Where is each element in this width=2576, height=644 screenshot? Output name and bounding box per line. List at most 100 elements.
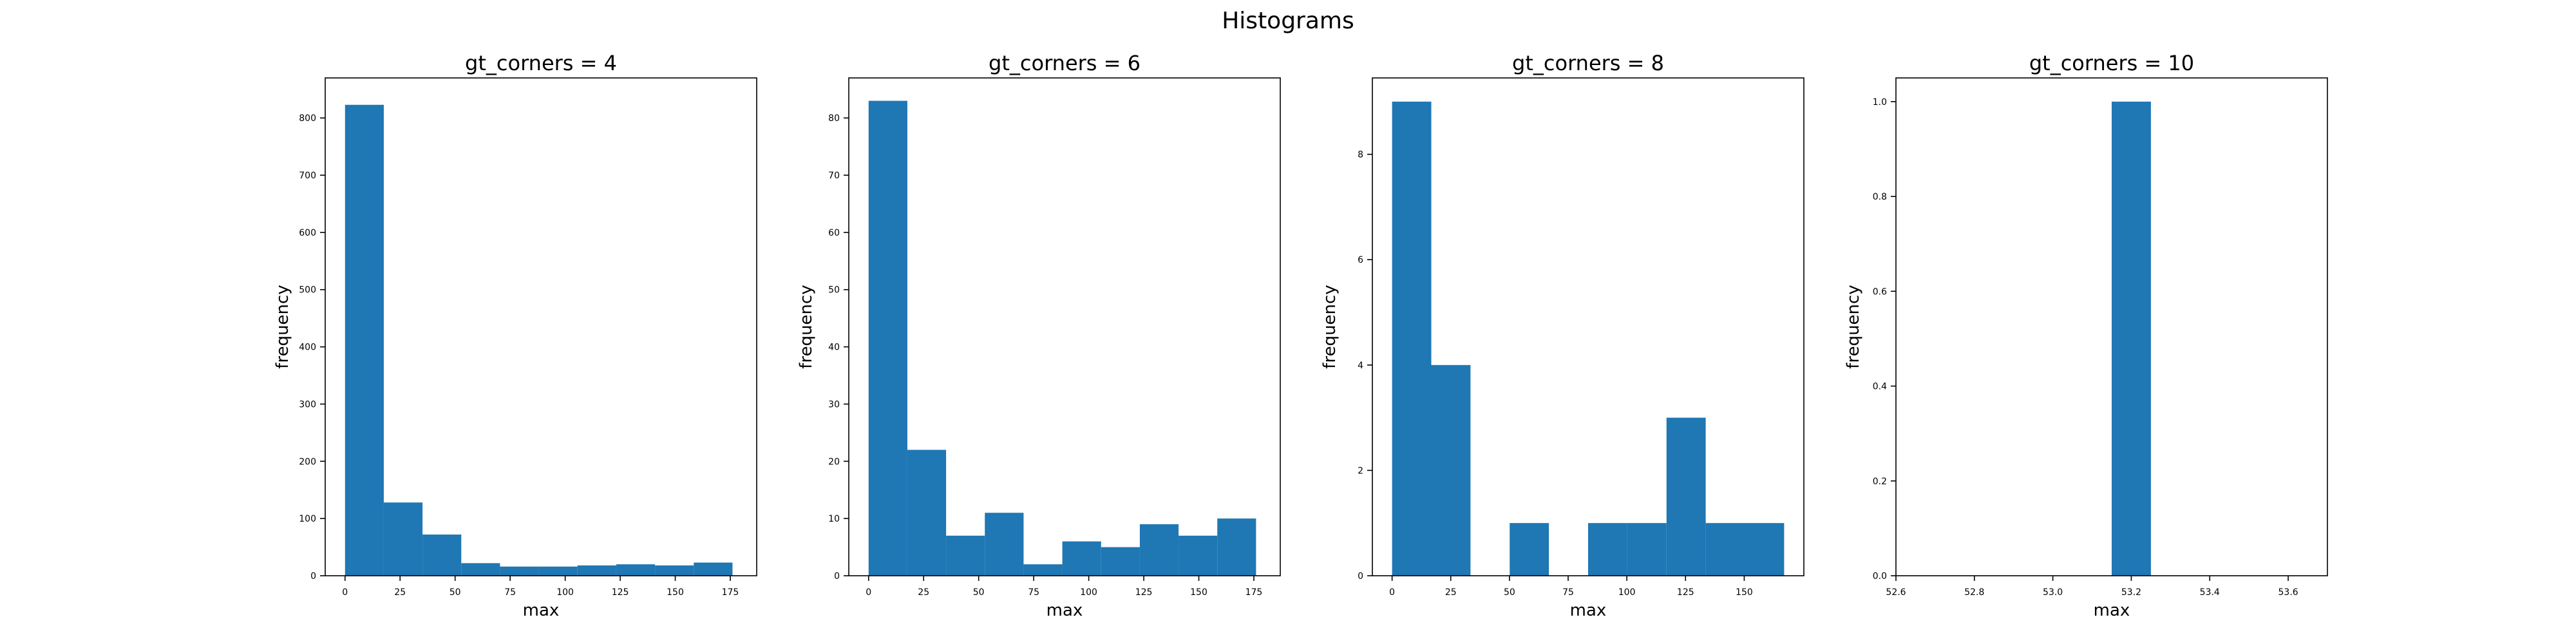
chart-title: gt_corners = 6 bbox=[989, 51, 1141, 75]
histogram-bar bbox=[2112, 101, 2151, 576]
y-tick-label: 0 bbox=[834, 571, 840, 582]
y-axis-label: frequency bbox=[273, 285, 292, 368]
x-tick-label: 52.8 bbox=[1964, 587, 1984, 598]
x-tick-label: 100 bbox=[556, 587, 574, 598]
y-tick-label: 70 bbox=[828, 171, 840, 181]
histogram-bar bbox=[616, 564, 656, 576]
histogram-bar bbox=[1101, 547, 1140, 576]
histogram-bar bbox=[1431, 365, 1471, 576]
y-axis-label: frequency bbox=[1844, 285, 1863, 368]
histogram-bar bbox=[577, 565, 616, 576]
x-tick-label: 125 bbox=[1677, 587, 1694, 598]
x-tick-label: 150 bbox=[1736, 587, 1753, 598]
y-tick-label: 50 bbox=[828, 285, 840, 296]
y-tick-label: 500 bbox=[299, 285, 316, 296]
y-tick-label: 4 bbox=[1358, 361, 1363, 371]
y-tick-label: 0.0 bbox=[1873, 571, 1887, 582]
y-tick-label: 0 bbox=[310, 571, 316, 582]
axes-frame bbox=[1895, 77, 2328, 576]
x-tick-label: 75 bbox=[504, 587, 516, 598]
histogram-bar bbox=[985, 513, 1024, 576]
x-tick-label: 100 bbox=[1080, 587, 1097, 598]
histogram-bar bbox=[907, 450, 947, 576]
x-tick-label: 125 bbox=[612, 587, 629, 598]
histogram-bar bbox=[1588, 523, 1627, 576]
y-tick-label: 0 bbox=[1358, 571, 1363, 582]
x-tick-label: 0 bbox=[1389, 587, 1395, 598]
chart-title: gt_corners = 8 bbox=[1512, 51, 1664, 75]
y-tick-label: 80 bbox=[828, 113, 840, 124]
x-tick-label: 150 bbox=[1190, 587, 1208, 598]
y-tick-label: 0.8 bbox=[1873, 192, 1887, 202]
histogram-bar bbox=[422, 535, 462, 576]
histogram-bar bbox=[1217, 518, 1256, 576]
x-axis-label: max bbox=[523, 601, 560, 620]
x-tick-label: 25 bbox=[918, 587, 929, 598]
histogram-bar bbox=[868, 100, 907, 576]
histogram-bar bbox=[1392, 101, 1432, 576]
y-tick-label: 0.6 bbox=[1873, 287, 1887, 297]
x-tick-label: 0 bbox=[866, 587, 871, 598]
y-axis-label: frequency bbox=[797, 285, 816, 368]
x-tick-label: 53.2 bbox=[2121, 587, 2141, 598]
x-tick-label: 75 bbox=[1028, 587, 1039, 598]
histogram-bar bbox=[1179, 535, 1218, 576]
histogram-bar bbox=[538, 566, 578, 576]
histogram-bar bbox=[461, 563, 500, 576]
y-tick-label: 300 bbox=[299, 399, 316, 410]
y-tick-label: 800 bbox=[299, 113, 316, 124]
x-tick-label: 100 bbox=[1618, 587, 1636, 598]
x-tick-label: 52.6 bbox=[1886, 587, 1906, 598]
y-tick-label: 8 bbox=[1358, 150, 1363, 160]
x-tick-label: 175 bbox=[722, 587, 739, 598]
y-tick-label: 6 bbox=[1358, 255, 1363, 265]
x-tick-label: 53.0 bbox=[2043, 587, 2063, 598]
y-tick-label: 0.2 bbox=[1873, 477, 1887, 487]
chart-panel: 0 25 50 75 100 125 150 175 0 100 200 300 400 500 600 70… bbox=[273, 51, 757, 620]
histogram-bar bbox=[1705, 523, 1745, 576]
histogram-bar bbox=[1510, 523, 1549, 576]
axes-frame bbox=[848, 77, 1281, 576]
x-axis-label: max bbox=[2094, 601, 2130, 620]
histogram-bar bbox=[500, 566, 539, 576]
histogram-bar bbox=[1666, 417, 1706, 576]
y-tick-label: 100 bbox=[299, 514, 316, 524]
figure-title: Histograms bbox=[1222, 8, 1354, 34]
y-tick-label: 700 bbox=[299, 171, 316, 181]
y-tick-label: 60 bbox=[828, 228, 840, 238]
axes-frame bbox=[325, 77, 757, 576]
y-tick-label: 200 bbox=[299, 457, 316, 467]
x-tick-label: 125 bbox=[1135, 587, 1153, 598]
x-tick-label: 75 bbox=[1562, 587, 1574, 598]
x-tick-label: 175 bbox=[1245, 587, 1263, 598]
x-tick-label: 53.6 bbox=[2278, 587, 2298, 598]
y-tick-label: 40 bbox=[828, 343, 840, 353]
y-tick-label: 600 bbox=[299, 228, 316, 238]
histogram-bar bbox=[946, 535, 985, 576]
x-axis-label: max bbox=[1570, 601, 1607, 620]
x-tick-label: 50 bbox=[1504, 587, 1515, 598]
chart-title: gt_corners = 4 bbox=[465, 51, 617, 75]
y-axis-label: frequency bbox=[1320, 285, 1340, 368]
chart-panel: 52.6 52.8 53.0 53.2 53.4 53.6 0.0 0.2 0.4 0.6 0.8 1… bbox=[1844, 51, 2328, 620]
chart-title: gt_corners = 10 bbox=[2029, 51, 2194, 75]
y-tick-label: 1.0 bbox=[1873, 97, 1887, 108]
histogram-bar bbox=[1023, 564, 1063, 576]
x-tick-label: 150 bbox=[667, 587, 684, 598]
y-tick-label: 30 bbox=[828, 399, 840, 410]
x-axis-label: max bbox=[1046, 601, 1083, 620]
histogram-bar bbox=[1062, 541, 1101, 576]
x-tick-label: 25 bbox=[1445, 587, 1457, 598]
histogram-bar bbox=[1627, 523, 1667, 576]
axes-frame bbox=[1372, 77, 1804, 576]
histogram-bar bbox=[345, 104, 384, 576]
x-tick-label: 50 bbox=[973, 587, 985, 598]
histogram-bar bbox=[1139, 524, 1179, 576]
y-tick-label: 2 bbox=[1358, 466, 1363, 476]
histogram-bar bbox=[1745, 523, 1785, 576]
x-tick-label: 50 bbox=[450, 587, 461, 598]
chart-panel: 0 25 50 75 100 125 150 175 0 10 20 30 40 50 60 70 80 gt_c… bbox=[797, 51, 1281, 620]
x-tick-label: 0 bbox=[342, 587, 348, 598]
histogram-bar bbox=[655, 565, 694, 576]
